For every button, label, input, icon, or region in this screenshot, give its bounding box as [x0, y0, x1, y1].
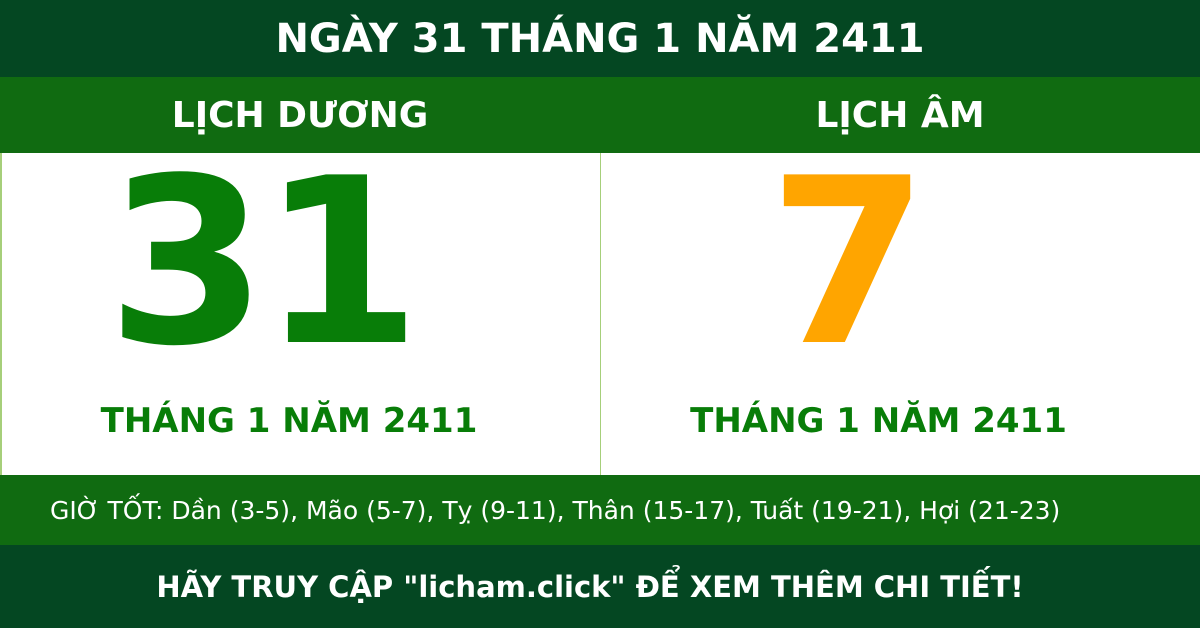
page-title: NGÀY 31 THÁNG 1 NĂM 2411: [0, 0, 1200, 77]
good-hours: GIỜ TỐT: Dần (3-5), Mão (5-7), Tỵ (9-11)…: [0, 475, 1200, 545]
lunar-heading: LỊCH ÂM: [815, 94, 985, 136]
lunar-day: 7: [768, 130, 928, 397]
solar-month-year: THÁNG 1 NĂM 2411: [100, 401, 478, 441]
lunar-month-year: THÁNG 1 NĂM 2411: [690, 401, 1067, 441]
solar-heading: LỊCH DƯƠNG: [171, 94, 429, 136]
solar-day: 31: [106, 130, 421, 397]
solar-panel: 31 THÁNG 1 NĂM 2411: [0, 149, 600, 475]
lunar-panel: 7 THÁNG 1 NĂM 2411: [600, 149, 1200, 475]
footer-cta: HÃY TRUY CẬP "licham.click" ĐỂ XEM THÊM …: [0, 545, 1200, 628]
calendar-headings: LỊCH DƯƠNG LỊCH ÂM: [0, 77, 1200, 153]
